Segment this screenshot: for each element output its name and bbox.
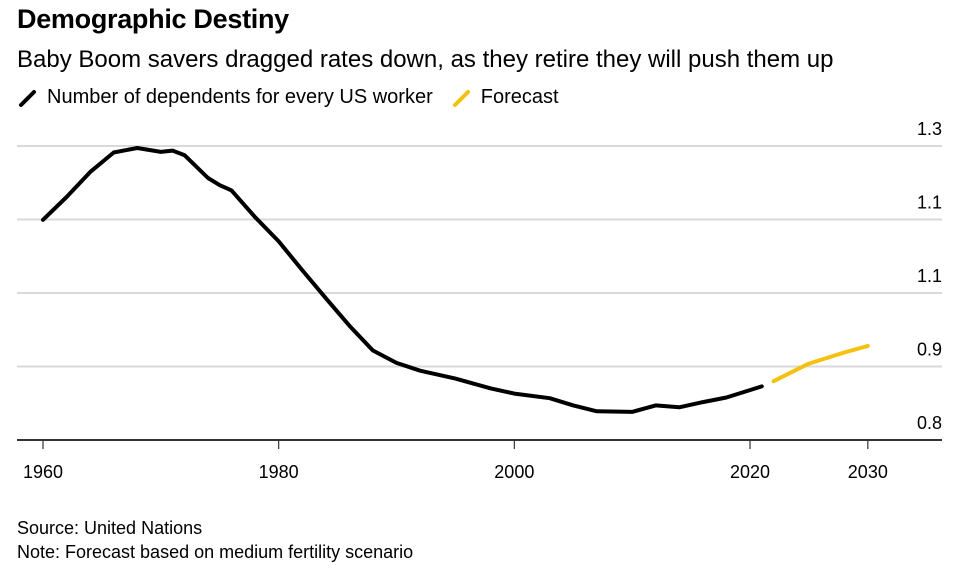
chart-subtitle: Baby Boom savers dragged rates down, as … [17, 46, 834, 73]
legend-label-forecast: Forecast [480, 86, 559, 108]
legend-item-dependents: Number of dependents for every US worker [17, 86, 433, 109]
x-tick-label: 2020 [730, 462, 770, 482]
series-line-forecast [771, 343, 870, 384]
y-tick-label: 0.8 [917, 413, 942, 433]
y-tick-label: 1.1 [917, 266, 942, 286]
chart-title: Demographic Destiny [17, 4, 289, 34]
series-lines [41, 146, 870, 414]
x-tick-label: 2030 [848, 462, 888, 482]
x-tick-label: 1960 [23, 462, 63, 482]
legend-label-dependents: Number of dependents for every US worker [47, 86, 433, 108]
x-axis: 1960 1980 2000 2020 2030 [17, 439, 942, 482]
y-tick-label: 1.3 [917, 119, 942, 139]
gridlines [17, 145, 942, 368]
legend: Number of dependents for every US worker… [17, 86, 577, 109]
footnotes: Source: United Nations Note: Forecast ba… [17, 516, 413, 564]
legend-swatch-black-icon [19, 89, 36, 107]
y-tick-label: 1.1 [917, 193, 942, 213]
x-tick-label: 2000 [494, 462, 534, 482]
legend-item-forecast: Forecast [451, 86, 559, 109]
forecast-note: Note: Forecast based on medium fertility… [17, 542, 414, 562]
y-tick-label: 0.9 [917, 340, 942, 360]
series-line-dependents [41, 146, 764, 414]
source-note: Source: United Nations [17, 518, 203, 538]
legend-swatch-yellow-icon [452, 89, 470, 107]
y-axis: 0.8 0.9 1.1 1.1 1.3 [917, 119, 942, 433]
x-tick-label: 1980 [259, 462, 299, 482]
